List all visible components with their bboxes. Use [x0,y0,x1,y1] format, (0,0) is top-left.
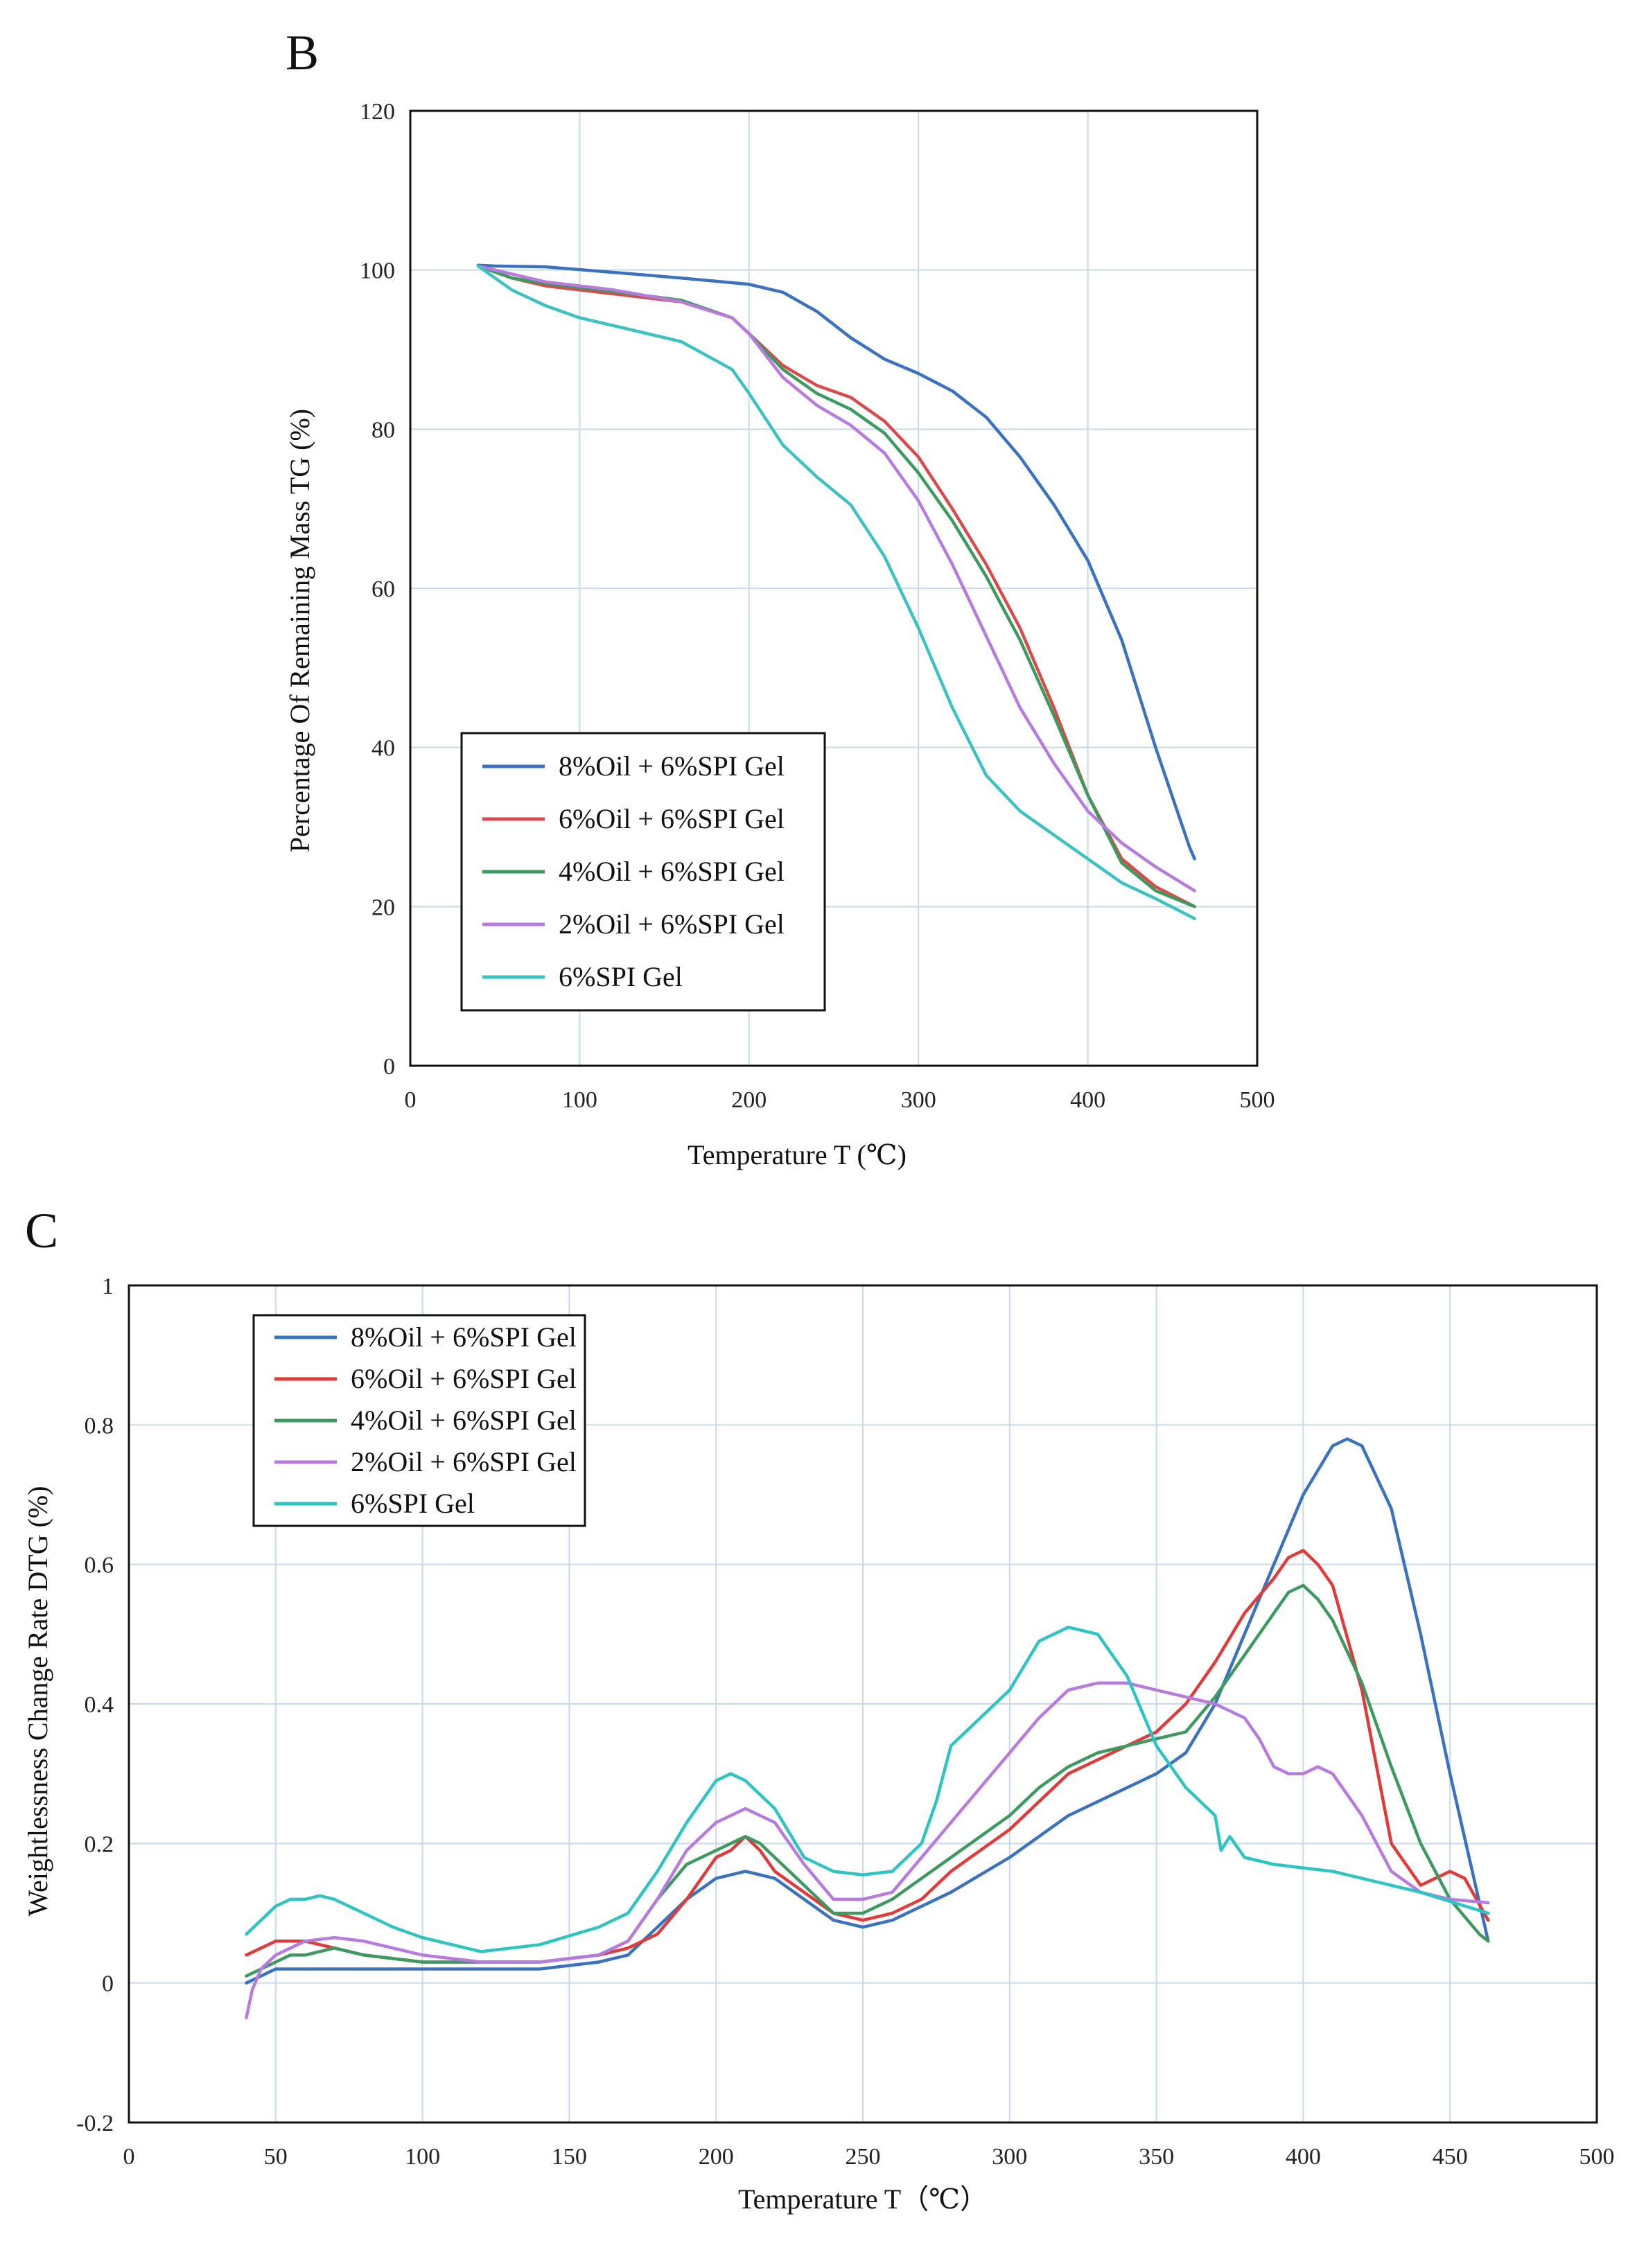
legend-entry-label: 6%Oil + 6%SPI Gel [559,803,785,834]
legend-entry-label: 6%Oil + 6%SPI Gel [351,1363,577,1394]
x-tick-label: 0 [123,2144,135,2170]
x-tick-label: 0 [405,1087,417,1113]
x-tick-label: 300 [901,1087,936,1113]
series-line-6-oil-6-spi-gel [245,1549,1490,1964]
series-line-4-oil-6-spi-gel [245,1583,1490,1978]
legend-entry-label: 2%Oil + 6%SPI Gel [351,1446,577,1477]
legend-entry-label: 8%Oil + 6%SPI Gel [351,1321,577,1353]
x-tick-label: 50 [264,2144,288,2170]
x-tick-label: 500 [1579,2144,1615,2170]
y-tick-label: 80 [371,417,395,443]
panel-c-tick-labels: 0 50 100 150 200 250 300 350 400 450 500 -0.2 0 0.2 0.… [76,1274,1614,2170]
y-tick-label: 0 [102,1971,114,1997]
legend-entry-label: 6%SPI Gel [559,961,683,992]
series-line-6-spi-gel [245,1626,1490,1953]
panel-b-legend: 8%Oil + 6%SPI Gel 6%Oil + 6%SPI Gel 4%Oil … [460,732,826,1012]
x-tick-label: 100 [562,1087,597,1113]
panel-b-y-axis-title: Percentage Of Remaining Mass TG (%) [284,409,315,852]
y-tick-label: 100 [360,258,395,284]
y-tick-label: 1 [102,1274,114,1299]
legend-entry-label: 4%Oil + 6%SPI Gel [559,856,785,887]
series-line-2-oil-6-spi-gel [245,1681,1490,2020]
panel-c-y-axis-title: Weightlessness Change Rate DTG (%) [22,1486,53,1916]
x-tick-label: 450 [1433,2144,1468,2170]
series-line-6-spi-gel [476,264,1196,920]
y-tick-label: 20 [371,895,395,920]
x-tick-label: 350 [1139,2144,1174,2170]
panel-b-tick-labels: 0 100 200 300 400 500 0 20 40 60 80 100 120 [360,99,1275,1113]
x-tick-label: 250 [846,2144,881,2170]
y-tick-label: 0.4 [85,1692,114,1718]
y-tick-label: 0.8 [85,1413,114,1439]
y-tick-label: 0.2 [85,1831,114,1857]
y-tick-label: 120 [360,99,395,125]
x-tick-label: 300 [992,2144,1027,2170]
panel-b-series [476,263,1196,920]
panel-label-b: B [286,25,319,80]
series-line-8-oil-6-spi-gel [245,1437,1490,1985]
y-tick-label: 0 [383,1054,395,1080]
panel-b-plot-frame [409,109,1259,1067]
x-tick-label: 400 [1070,1087,1105,1113]
panel-label-c: C [25,1203,58,1258]
x-tick-label: 100 [405,2144,440,2170]
x-tick-label: 500 [1240,1087,1275,1113]
x-tick-label: 200 [699,2144,734,2170]
panel-c-series [245,1437,1490,2020]
x-tick-label: 150 [552,2144,587,2170]
y-tick-label: 0.6 [85,1553,114,1579]
legend-entry-label: 8%Oil + 6%SPI Gel [559,750,785,782]
panel-c-x-axis-title: Temperature T（℃） [738,2183,988,2215]
panel-c-plot-frame [128,1284,1598,2124]
x-tick-label: 400 [1286,2144,1321,2170]
panel-b: B 0 100 200 300 400 500 0 20 40 60 80 100 120 Temper… [284,25,1275,1170]
y-tick-label: 40 [371,736,395,762]
panel-b-x-axis-title: Temperature T (℃) [688,1139,907,1170]
panel-c-legend: 8%Oil + 6%SPI Gel 6%Oil + 6%SPI Gel 4%Oil … [252,1314,586,1527]
x-tick-label: 200 [731,1087,767,1113]
legend-entry-label: 2%Oil + 6%SPI Gel [559,908,785,940]
series-line-8-oil-6-spi-gel [476,263,1196,861]
legend-entry-label: 6%SPI Gel [351,1488,475,1519]
series-line-2-oil-6-spi-gel [476,264,1196,893]
y-tick-label: 60 [371,577,395,602]
panel-c: C 0 50 100 150 200 250 300 350 400 450 500 -0.2 0 0.2… [22,1203,1615,2215]
legend-entry-label: 4%Oil + 6%SPI Gel [351,1405,577,1436]
y-tick-label: -0.2 [76,2111,114,2136]
